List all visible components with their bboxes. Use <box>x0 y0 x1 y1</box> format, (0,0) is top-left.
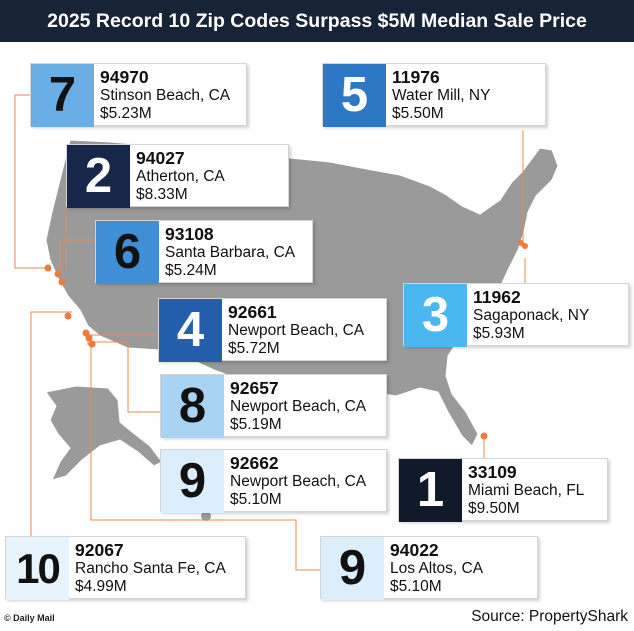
city-name: Los Altos, CA <box>390 560 484 577</box>
marker-rancho-santa-fe <box>88 340 96 348</box>
median-price: $9.50M <box>468 500 520 517</box>
median-price: $5.10M <box>390 578 442 595</box>
median-price: $5.24M <box>165 262 217 279</box>
city-name: Newport Beach, CA <box>228 322 365 339</box>
zip-code: 94970 <box>100 67 149 87</box>
city-name: Water Mill, NY <box>392 87 491 104</box>
rank-badge: 8 <box>161 375 224 438</box>
city-name: Santa Barbara, CA <box>165 244 296 261</box>
city-name: Rancho Santa Fe, CA <box>75 560 226 577</box>
marker-stinson-beach <box>44 264 52 272</box>
zip-code: 92067 <box>75 540 124 560</box>
median-price: $5.93M <box>473 325 525 342</box>
median-price: $5.23M <box>100 105 152 122</box>
rank-badge: 6 <box>96 221 159 284</box>
zip-card-94022: 9 94022 Los Altos, CA $5.10M <box>320 536 538 600</box>
zip-card-92661: 4 92661 Newport Beach, CA $5.72M <box>158 298 387 362</box>
zip-code: 94027 <box>136 148 185 168</box>
marker-newport-beach-2 <box>85 334 93 342</box>
page-title: 2025 Record 10 Zip Codes Surpass $5M Med… <box>0 0 634 42</box>
source-credit: Source: PropertyShark <box>471 608 628 625</box>
location-markers <box>44 240 528 440</box>
zip-card-33109: 1 33109 Miami Beach, FL $9.50M <box>398 458 608 522</box>
city-name: Stinson Beach, CA <box>100 87 231 104</box>
alaska-shape <box>45 385 163 481</box>
rank-badge: 1 <box>399 459 462 522</box>
zip-code: 11976 <box>392 67 440 87</box>
city-name: Sagaponack, NY <box>473 307 590 324</box>
city-name: Atherton, CA <box>136 168 225 185</box>
zip-card-92657: 8 92657 Newport Beach, CA $5.19M <box>160 374 387 438</box>
zip-code: 92657 <box>230 378 279 398</box>
rank-badge: 5 <box>323 64 386 127</box>
rank-badge: 2 <box>67 145 130 208</box>
city-name: Newport Beach, CA <box>230 473 367 490</box>
zip-card-93108: 6 93108 Santa Barbara, CA $5.24M <box>95 220 313 284</box>
publisher-logo: © Daily Mail <box>4 613 55 623</box>
zip-code: 92661 <box>228 302 277 322</box>
marker-sagaponack <box>522 243 528 249</box>
rank-badge: 10 <box>6 537 69 600</box>
median-price: $8.33M <box>136 186 188 203</box>
median-price: $5.72M <box>228 340 280 357</box>
rank-badge: 7 <box>31 64 94 127</box>
marker-santa-barbara <box>64 312 72 320</box>
zip-card-92067: 10 92067 Rancho Santa Fe, CA $4.99M <box>5 536 246 600</box>
rank-badge: 9 <box>321 537 384 600</box>
zip-card-92662: 9 92662 Newport Beach, CA $5.10M <box>160 449 387 513</box>
marker-los-altos <box>58 278 66 286</box>
zip-card-11962: 3 11962 Sagaponack, NY $5.93M <box>403 283 629 347</box>
zip-code: 33109 <box>468 462 517 482</box>
rank-badge: 3 <box>404 284 467 347</box>
zip-card-94027: 2 94027 Atherton, CA $8.33M <box>66 144 289 208</box>
median-price: $4.99M <box>75 578 127 595</box>
city-name: Newport Beach, CA <box>230 398 367 415</box>
zip-code: 93108 <box>165 224 214 244</box>
zip-code: 92662 <box>230 453 279 473</box>
zip-code: 11962 <box>473 287 521 307</box>
median-price: $5.10M <box>230 491 282 508</box>
zip-card-11976: 5 11976 Water Mill, NY $5.50M <box>322 63 546 127</box>
zip-card-94970: 7 94970 Stinson Beach, CA $5.23M <box>30 63 247 127</box>
rank-badge: 4 <box>159 299 222 362</box>
city-name: Miami Beach, FL <box>468 482 585 499</box>
median-price: $5.50M <box>392 105 444 122</box>
zip-code: 94022 <box>390 540 439 560</box>
leader-lines <box>14 94 526 571</box>
marker-miami-beach <box>480 432 488 440</box>
marker-atherton <box>54 270 62 278</box>
rank-badge: 9 <box>161 450 224 513</box>
median-price: $5.19M <box>230 416 282 433</box>
